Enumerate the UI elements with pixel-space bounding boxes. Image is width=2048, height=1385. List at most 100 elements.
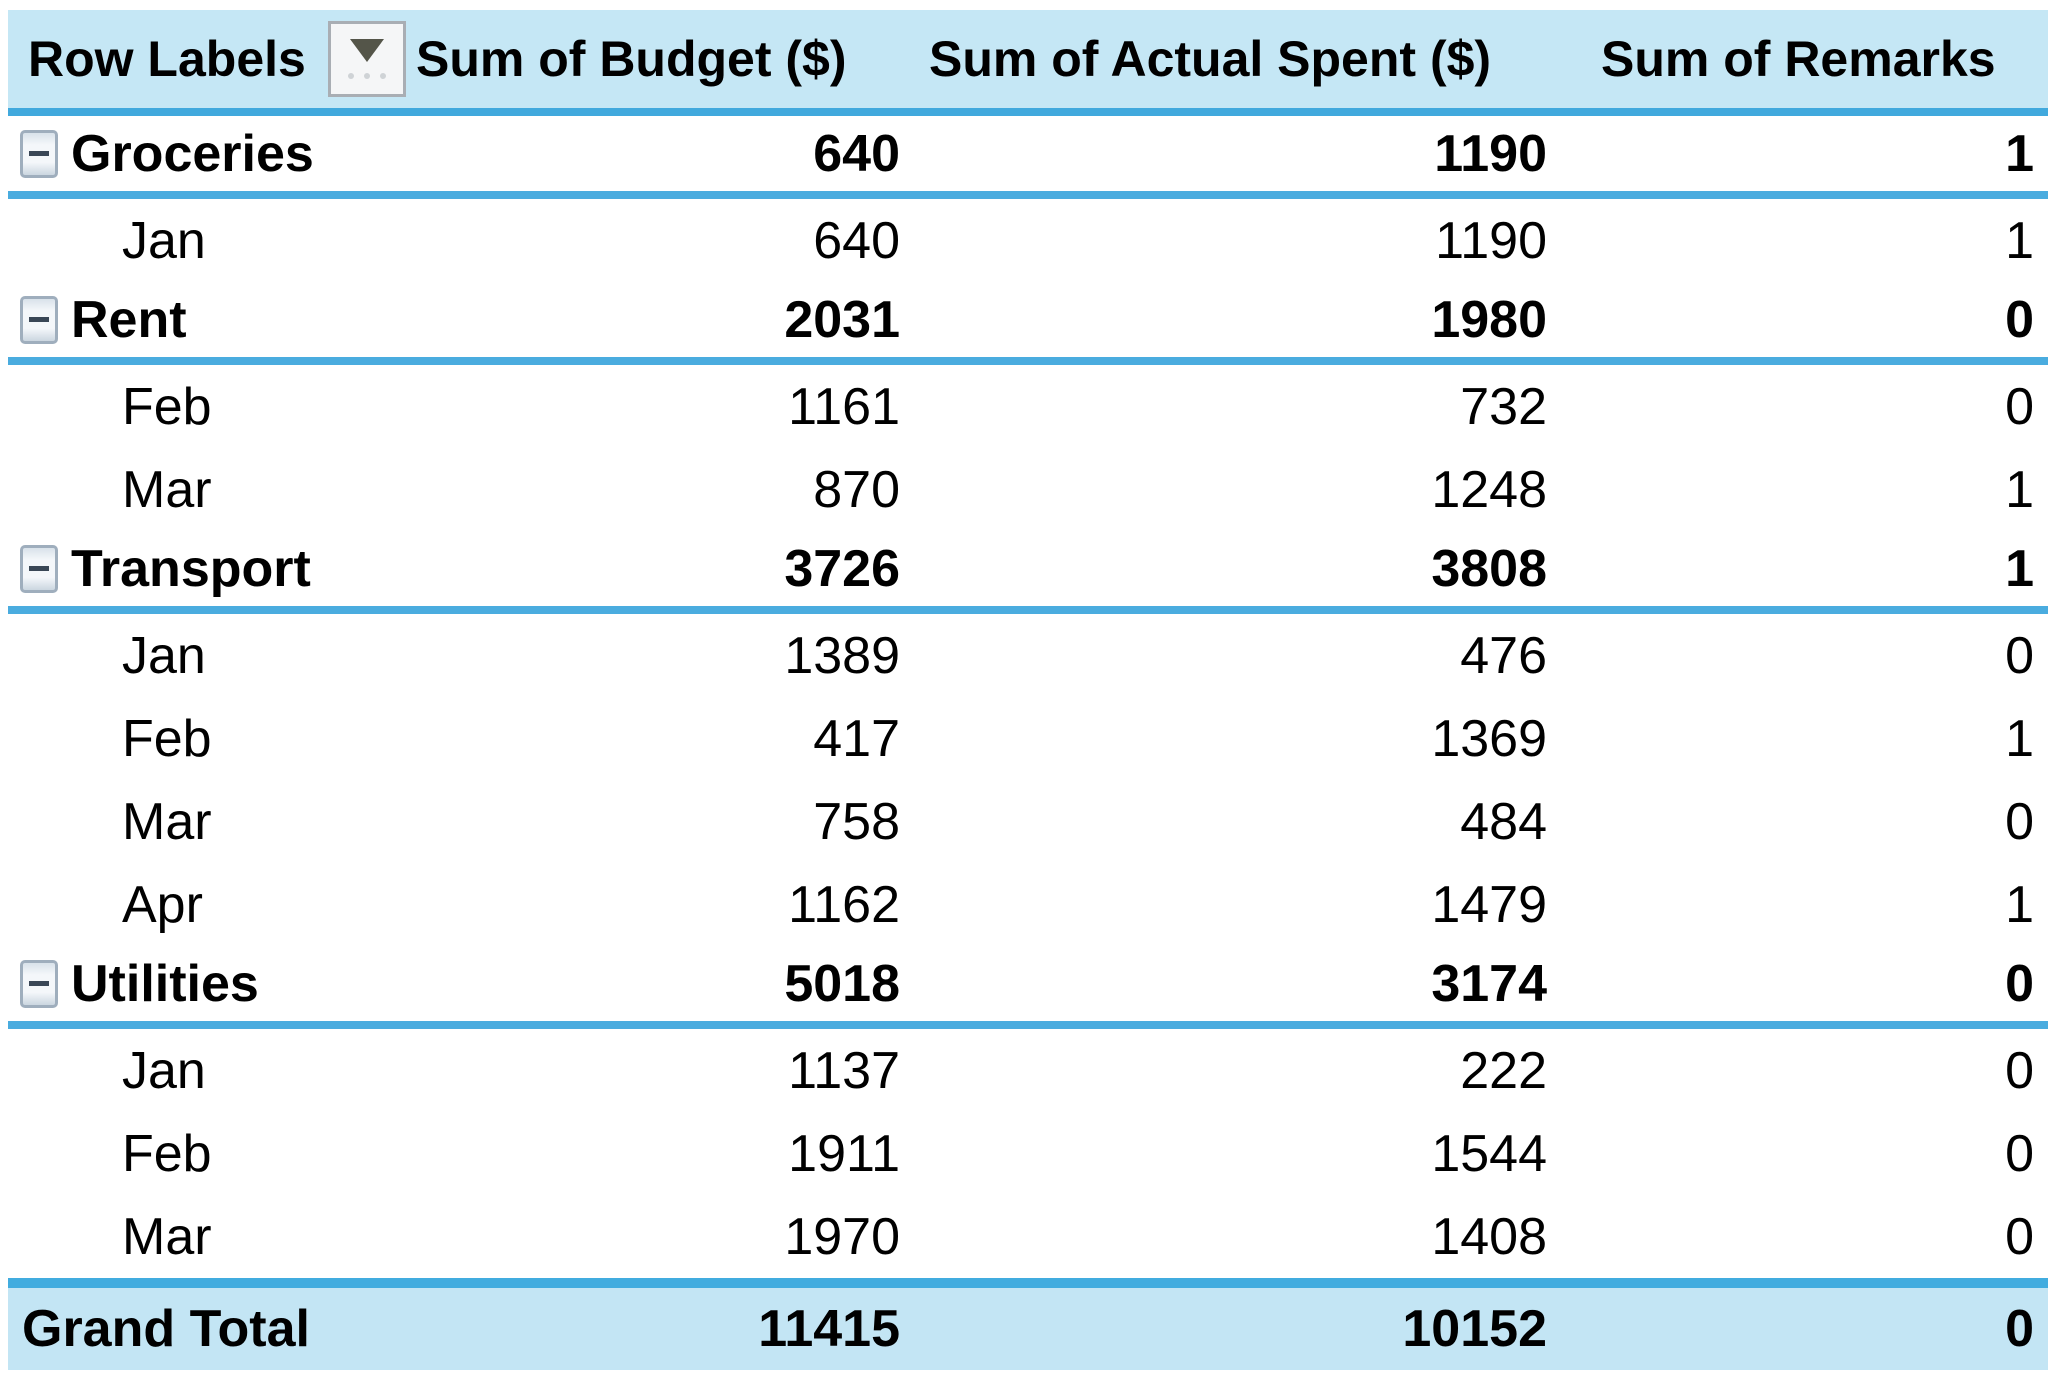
detail-row-feb: Feb 417 1369 1 [8,697,2048,780]
row-label-cell[interactable]: Jan [8,626,408,686]
remarks-cell[interactable]: 0 [2005,792,2034,851]
remarks-cell[interactable]: 1 [2005,460,2034,519]
detail-row-jan: Jan 1137 222 0 [8,1029,2048,1112]
row-labels-header-text: Row Labels [28,31,306,87]
detail-row-mar: Mar 870 1248 1 [8,448,2048,531]
header-cell-row-labels[interactable]: Row Labels [8,21,408,97]
budget-cell[interactable]: 2031 [784,290,900,349]
row-label-cell[interactable]: Mar [8,1207,408,1267]
grand-total-remarks-cell[interactable]: 0 [2005,1300,2034,1358]
actual-spent-cell[interactable]: 1369 [1431,709,1547,768]
row-label-cell[interactable]: Feb [8,377,408,437]
remarks-cell[interactable]: 0 [2005,290,2034,349]
actual-spent-cell[interactable]: 3808 [1431,539,1547,598]
category-label: Utilities [71,954,259,1013]
collapse-minus-icon [29,566,49,571]
actual-spent-cell[interactable]: 3174 [1431,954,1547,1013]
remarks-cell[interactable]: 1 [2005,709,2034,768]
budget-cell[interactable]: 1389 [784,626,900,685]
actual-spent-cell[interactable]: 732 [1460,377,1547,436]
category-label: Transport [71,539,311,598]
collapse-minus-icon [29,981,49,986]
month-label: Feb [122,1124,212,1183]
remarks-cell[interactable]: 0 [2005,377,2034,436]
month-label: Feb [122,377,212,436]
row-label-cell[interactable]: Groceries [8,124,408,184]
detail-row-feb: Feb 1911 1544 0 [8,1112,2048,1195]
actual-spent-cell[interactable]: 1980 [1431,290,1547,349]
remarks-cell[interactable]: 0 [2005,1207,2034,1266]
month-label: Jan [122,211,206,270]
row-label-cell[interactable]: Feb [8,709,408,769]
budget-cell[interactable]: 417 [813,709,900,768]
collapse-button-rent[interactable] [20,295,58,344]
remarks-cell[interactable]: 1 [2005,875,2034,934]
header-row: Row Labels Sum of Budget ($) Sum of Actu… [8,10,2048,116]
detail-row-mar: Mar 1970 1408 0 [8,1195,2048,1278]
collapse-button-groceries[interactable] [20,129,58,178]
row-label-cell[interactable]: Jan [8,1041,408,1101]
collapse-button-transport[interactable] [20,544,58,593]
month-label: Feb [122,709,212,768]
collapse-minus-icon [29,317,49,322]
header-cell-actual-spent[interactable]: Sum of Actual Spent ($) [929,31,1492,87]
collapse-button-utilities[interactable] [20,959,58,1008]
category-row-groceries: Groceries 640 1190 1 [8,116,2048,199]
remarks-cell[interactable]: 0 [2005,1124,2034,1183]
filter-triangle-down-icon [349,39,384,62]
budget-cell[interactable]: 1162 [788,875,900,934]
row-label-cell[interactable]: Apr [8,875,408,935]
budget-cell[interactable]: 640 [813,124,900,183]
row-label-cell[interactable]: Rent [8,290,408,350]
grand-total-label-cell[interactable]: Grand Total [8,1299,408,1359]
budget-cell[interactable]: 870 [813,460,900,519]
remarks-cell[interactable]: 0 [2005,1041,2034,1100]
month-label: Mar [122,1207,212,1266]
remarks-cell[interactable]: 1 [2005,211,2034,270]
remarks-cell[interactable]: 1 [2005,124,2034,183]
budget-cell[interactable]: 3726 [784,539,900,598]
detail-row-feb: Feb 1161 732 0 [8,365,2048,448]
header-cell-budget[interactable]: Sum of Budget ($) [416,31,847,87]
actual-spent-cell[interactable]: 1479 [1431,875,1547,934]
row-label-cell[interactable]: Jan [8,211,408,271]
header-cell-remarks[interactable]: Sum of Remarks [1601,31,1996,87]
budget-cell[interactable]: 758 [813,792,900,851]
row-label-cell[interactable]: Mar [8,460,408,520]
filter-dots-icon [363,73,370,79]
actual-spent-cell[interactable]: 222 [1460,1041,1547,1100]
row-label-cell[interactable]: Utilities [8,954,408,1014]
month-label: Mar [122,460,212,519]
detail-row-jan: Jan 640 1190 1 [8,199,2048,282]
remarks-cell[interactable]: 1 [2005,539,2034,598]
remarks-cell[interactable]: 0 [2005,954,2034,1013]
category-label: Groceries [71,124,314,183]
budget-cell[interactable]: 5018 [784,954,900,1013]
row-label-cell[interactable]: Transport [8,539,408,599]
month-label: Jan [122,1041,206,1100]
budget-cell[interactable]: 1161 [788,377,900,436]
budget-cell[interactable]: 640 [813,211,900,270]
grand-total-budget-cell[interactable]: 11415 [758,1300,900,1358]
budget-cell[interactable]: 1970 [784,1207,900,1266]
budget-cell[interactable]: 1911 [788,1124,900,1183]
actual-spent-cell[interactable]: 484 [1460,792,1547,851]
actual-spent-cell[interactable]: 1190 [1434,124,1547,183]
category-row-utilities: Utilities 5018 3174 0 [8,946,2048,1029]
detail-row-apr: Apr 1162 1479 1 [8,863,2048,946]
row-label-cell[interactable]: Feb [8,1124,408,1184]
actual-spent-cell[interactable]: 1248 [1431,460,1547,519]
actual-spent-cell[interactable]: 1544 [1431,1124,1547,1183]
detail-row-mar: Mar 758 484 0 [8,780,2048,863]
grand-total-actual-spent-cell[interactable]: 10152 [1402,1300,1547,1358]
row-labels-filter-button[interactable] [327,21,406,97]
collapse-minus-icon [29,151,49,156]
month-label: Apr [122,875,203,934]
actual-spent-cell[interactable]: 1190 [1435,211,1547,270]
actual-spent-cell[interactable]: 1408 [1431,1207,1547,1266]
actual-spent-cell[interactable]: 476 [1460,626,1547,685]
row-label-cell[interactable]: Mar [8,792,408,852]
budget-cell[interactable]: 1137 [788,1041,900,1100]
pivot-table: Row Labels Sum of Budget ($) Sum of Actu… [8,10,2048,1370]
remarks-cell[interactable]: 0 [2005,626,2034,685]
